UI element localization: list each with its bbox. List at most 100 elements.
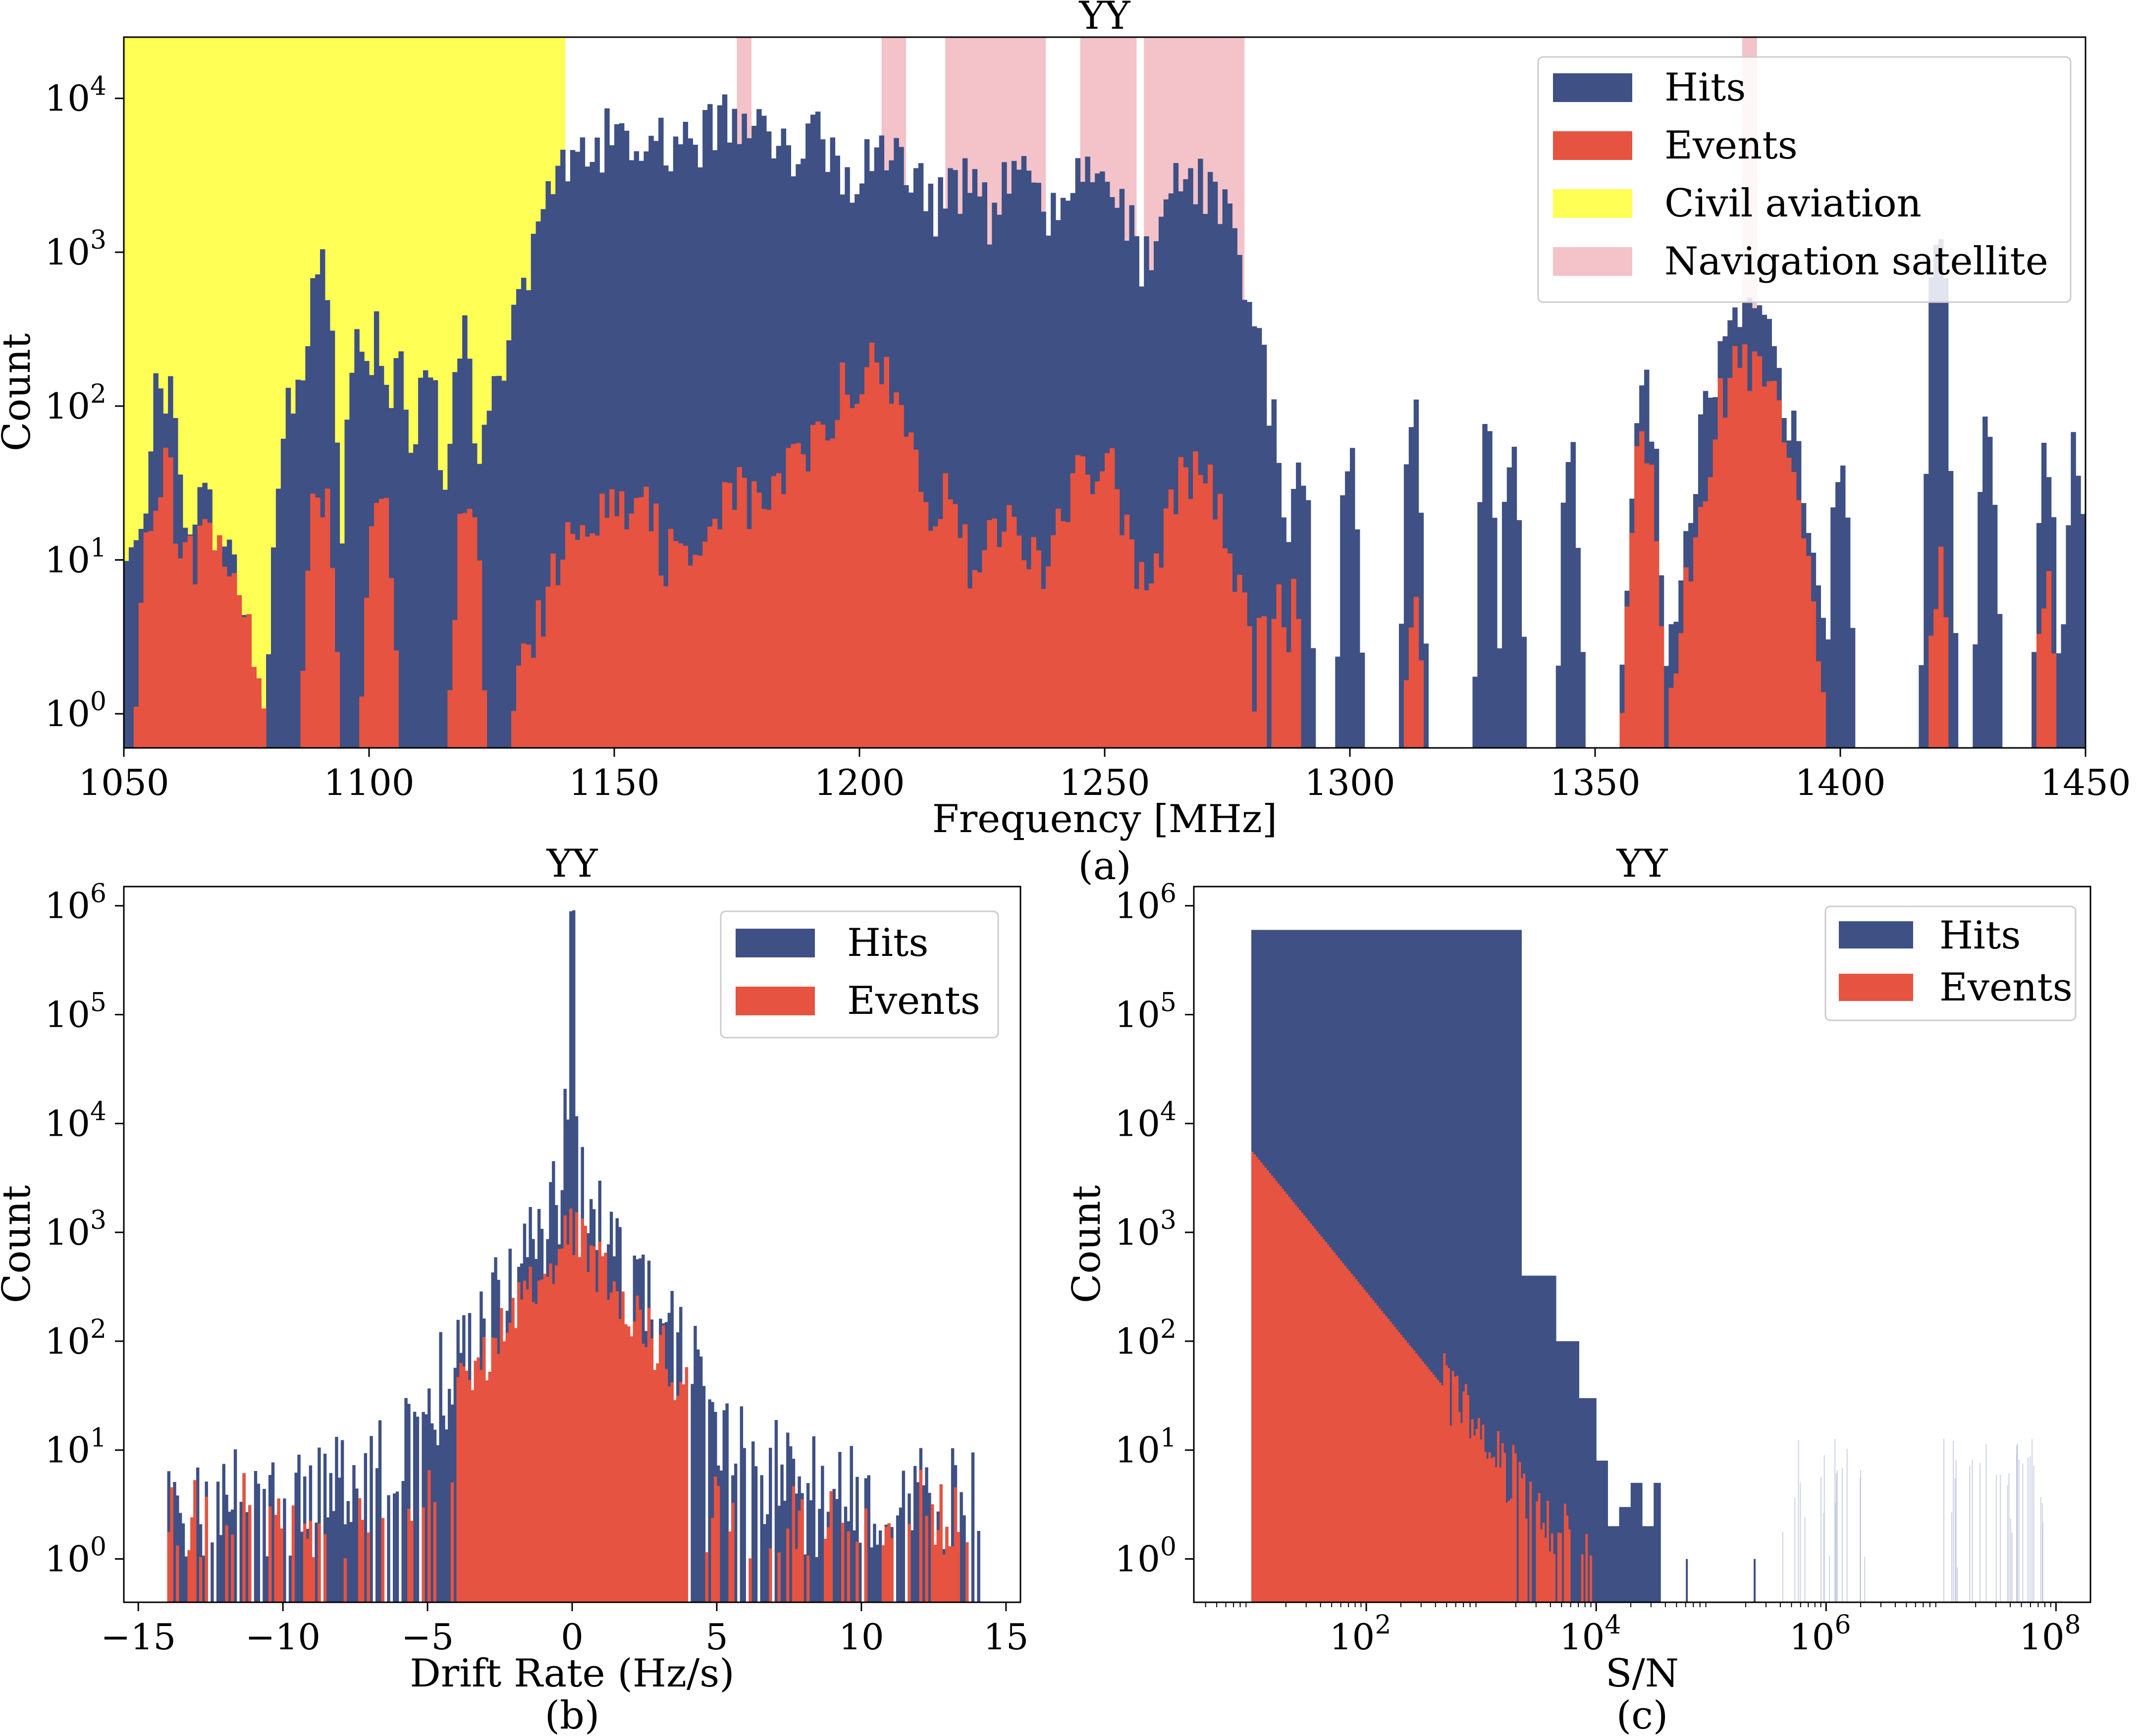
c-events-bar <box>1518 1462 1521 1602</box>
a-events-bar <box>1031 537 1036 748</box>
a-events-bar <box>182 542 188 748</box>
a-events-bar <box>177 558 183 748</box>
a-events-bar <box>1634 446 1640 748</box>
a-events-bar <box>545 586 551 748</box>
c-axes-frame <box>1193 886 2091 1603</box>
b-hits-bar <box>910 1530 914 1602</box>
c-events-bar <box>1441 1385 1444 1602</box>
a-xtick-label-3: 1200 <box>814 762 905 803</box>
a-hits-bar <box>781 128 787 748</box>
a-events-bar <box>589 533 595 748</box>
a-hits-bar <box>570 150 576 748</box>
a-hits-bar <box>1354 529 1360 748</box>
c-ytick-label-1: 101 <box>1115 1423 1177 1471</box>
a-events-bar <box>1016 535 1022 748</box>
a-hits-bar <box>1565 462 1571 748</box>
a-xtick-label-5: 1300 <box>1304 762 1395 803</box>
a-hits-bar <box>1051 193 1056 748</box>
c-events-bar <box>1338 1258 1340 1602</box>
a-events-bar <box>1796 500 1802 748</box>
c-events-bar <box>1374 1303 1377 1602</box>
b-events-bar <box>749 1558 752 1602</box>
c-events-bar <box>1277 1183 1280 1602</box>
b-hits-bar <box>228 1512 231 1602</box>
b-events-bar <box>497 1354 500 1602</box>
a-events-bar <box>815 421 821 748</box>
a-hits-bar <box>432 380 438 748</box>
b-events-bar <box>523 1280 527 1602</box>
b-events-bar <box>505 1332 509 1602</box>
a-hits-bar <box>1144 236 1149 748</box>
c-events-bar <box>1443 1353 1446 1602</box>
a-events-bar <box>1938 546 1944 748</box>
a-hits-bar <box>124 561 129 748</box>
c-events-bar <box>1585 1534 1588 1602</box>
c-events-bar <box>1497 1431 1499 1602</box>
a-events-bar <box>1712 439 1718 748</box>
b-events-bar <box>650 1338 654 1602</box>
a-events-bar <box>835 420 840 748</box>
a-ylabel: Count <box>0 333 39 451</box>
b-events-bar <box>482 1337 486 1602</box>
a-x-ticks: 1050 1100 1150 1200 1250 1300 1350 1400 1450 <box>78 748 2131 803</box>
a-hits-bar <box>575 152 581 748</box>
b-hits-bar <box>795 1493 799 1602</box>
c-events-bar <box>1387 1318 1390 1602</box>
a-hits-bar <box>1403 464 1409 748</box>
a-hits-bar <box>1310 648 1316 748</box>
a-hits-bar <box>349 372 355 748</box>
a-events-bar <box>1791 472 1797 748</box>
a-events-bar <box>663 586 669 748</box>
c-events-bar <box>1480 1439 1483 1602</box>
a-events-bar <box>246 614 252 748</box>
c-events-bar <box>1563 1504 1566 1602</box>
c-hits-step-6 <box>1619 1507 1631 1602</box>
b-events-bar <box>529 1266 532 1602</box>
a-events-bar <box>1644 463 1650 748</box>
b-events-bar <box>829 1491 833 1602</box>
a-hits-bar <box>560 150 566 748</box>
b-events-bar <box>537 1280 541 1602</box>
a-events-bar <box>1281 627 1286 748</box>
a-events-bar <box>1085 474 1090 748</box>
a-events-bar <box>864 367 870 748</box>
c-events-bar <box>1350 1273 1353 1602</box>
a-events-bar <box>1811 601 1817 748</box>
a-events-bar <box>334 652 340 748</box>
a-hits-bar <box>1948 471 1954 748</box>
a-hits-bar <box>1560 502 1566 748</box>
a-events-bar <box>855 404 860 748</box>
a-events-bar <box>702 541 708 748</box>
b-events-bar <box>456 1377 460 1602</box>
a-hits-bar <box>491 376 497 748</box>
b-events-bar <box>274 1515 278 1602</box>
a-events-bar <box>845 394 850 748</box>
a-hits-bar <box>1511 446 1517 748</box>
b-hits-bar <box>751 1441 755 1602</box>
b-events-bar <box>468 1380 472 1602</box>
a-legend-civil: Civil aviation <box>1664 181 1922 226</box>
c-events-bar <box>1413 1351 1416 1602</box>
a-events-bar <box>1129 539 1134 748</box>
c-events-bar <box>1514 1453 1517 1602</box>
b-events-bar <box>609 1292 613 1602</box>
b-hits-bar <box>245 1512 249 1602</box>
c-events-bar <box>1309 1223 1312 1602</box>
c-title: YY <box>1616 842 1668 886</box>
b-hits-bar <box>416 1417 420 1602</box>
a-events-series <box>133 342 2057 748</box>
a-hits-bar <box>1286 542 1291 748</box>
a-events-bar <box>786 448 791 748</box>
b-hits-bar <box>734 1464 738 1602</box>
c-events-bar <box>1547 1500 1550 1602</box>
a-events-bar <box>1158 568 1164 748</box>
a-hits-bar <box>1413 399 1419 748</box>
a-events-bar <box>1105 453 1110 748</box>
b-events-bar <box>801 1499 804 1602</box>
c-ytick-label-4: 104 <box>1115 1097 1177 1144</box>
c-legend-events: Events <box>1939 965 2073 1010</box>
a-hits-bar <box>1026 170 1032 748</box>
b-hits-bar <box>263 1489 266 1602</box>
b-ytick-exp-0: 0 <box>90 1532 107 1562</box>
